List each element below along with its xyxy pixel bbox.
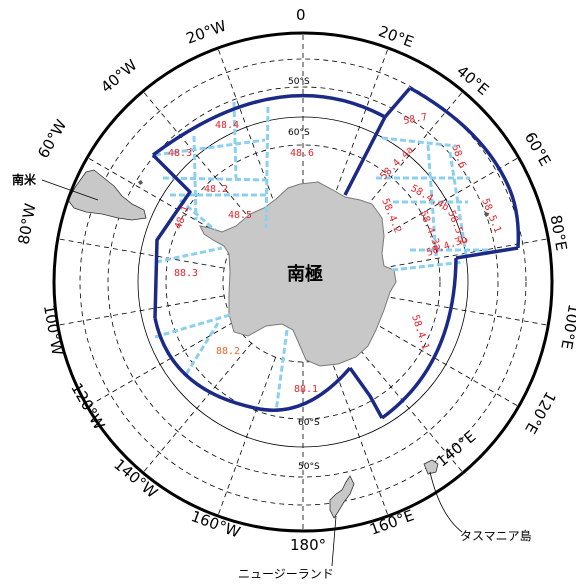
- meridian-line: [57, 295, 225, 326]
- lon-label-180: 180°: [290, 536, 326, 554]
- lat-label-bottom-60: 60°S: [298, 418, 320, 428]
- lat-label-top-60: 60°S: [288, 128, 310, 138]
- map-border: [52, 31, 554, 533]
- tasmania-leader: [429, 471, 463, 533]
- lon-label-140w: 140°W: [110, 455, 161, 502]
- south-america-landmass: [67, 169, 147, 221]
- lon-label-40w: 40°W: [97, 56, 140, 97]
- lon-label-20w: 20°W: [184, 17, 229, 48]
- antarctica-landmass: [199, 181, 397, 367]
- meridian-line: [372, 157, 519, 243]
- new-zealand-label: ニュージーランド: [238, 567, 334, 581]
- lon-label-160w: 160°W: [189, 507, 243, 541]
- south-america-leader: [41, 179, 99, 201]
- meridian-line: [372, 321, 519, 407]
- area-boundaries: [151, 86, 521, 420]
- new-zealand-landmass: [329, 475, 355, 519]
- meridian-line: [354, 90, 464, 221]
- lon-label-160e: 160°E: [367, 506, 416, 539]
- meridian-line: [354, 343, 464, 474]
- area-label-48-3: 48.3: [168, 148, 192, 159]
- lon-label-80e: 80°E: [547, 214, 571, 253]
- area-label-88-3: 88.3: [174, 268, 198, 279]
- meridian-line: [87, 321, 234, 407]
- meridian-line: [57, 238, 225, 269]
- area-label-48-2: 48.2: [204, 184, 228, 195]
- area-label-88-2: 88.2: [216, 346, 240, 357]
- lon-label-60e: 60°E: [521, 129, 555, 169]
- area-label-88-1: 88.1: [294, 384, 318, 395]
- lon-label-40e: 40°E: [453, 62, 492, 99]
- meridian-line: [329, 47, 389, 207]
- meridian-line: [329, 357, 389, 517]
- tasmania-landmass: [423, 459, 439, 475]
- area-label-58-5-1: 58.5.1: [479, 197, 503, 235]
- tasmania-label: タスマニア島: [460, 528, 532, 543]
- south-america-label: 南米: [12, 172, 37, 187]
- new-zealand-leader: [331, 515, 337, 567]
- area-label-58-4-1: 58.4.1: [409, 314, 431, 352]
- lon-label-0: 0: [296, 6, 306, 24]
- lon-label-80w: 80°W: [15, 202, 40, 246]
- small-island: [484, 212, 489, 217]
- south-pole-label: 南極: [287, 263, 323, 285]
- meridian-line: [142, 343, 252, 474]
- meridian-line: [381, 295, 549, 326]
- lon-label-120e: 120°E: [521, 388, 559, 436]
- area-label-58-7: 58.7: [403, 112, 429, 127]
- lon-label-120w: 120°W: [67, 380, 108, 433]
- lon-label-60w: 60°W: [34, 116, 70, 161]
- area-label-48-4: 48.4: [215, 120, 239, 131]
- lat-label-top-50: 50°S: [288, 77, 310, 87]
- area-label-58-4-4a: 58.4.4a: [378, 145, 416, 183]
- lon-label-100e: 100°E: [557, 303, 576, 351]
- lat-label-bottom-50: 50°S: [298, 462, 320, 472]
- subarea-boundaries: [154, 101, 490, 413]
- area-label-48-5: 48.5: [228, 210, 252, 221]
- meridian-line: [142, 90, 252, 221]
- meridian-line: [217, 357, 277, 517]
- small-island: [138, 180, 143, 185]
- lon-label-100w: 100°W: [40, 303, 67, 356]
- area-label-48-6: 48.6: [290, 148, 314, 159]
